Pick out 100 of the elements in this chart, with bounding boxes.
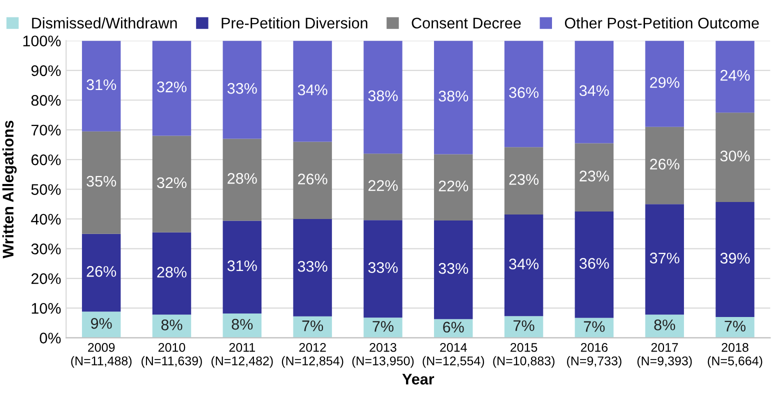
data-label: 34%: [298, 84, 328, 96]
bar: [82, 312, 121, 338]
bar: [574, 40, 614, 144]
y-tick-label: 70%: [31, 124, 61, 136]
bar: [152, 136, 192, 232]
bar: [645, 40, 684, 127]
bar: [152, 314, 192, 338]
y-axis-title: Written Allegations: [2, 120, 17, 258]
data-label: 23%: [509, 174, 539, 185]
y-tick-label: 50%: [31, 184, 61, 195]
legend-label: Consent Decree: [412, 18, 521, 29]
bar: [82, 131, 121, 234]
data-label: 7%: [724, 320, 746, 332]
bar: [504, 214, 544, 316]
data-label: 31%: [227, 260, 257, 272]
legend-label: Other Post-Petition Outcome: [564, 17, 759, 29]
data-label: 38%: [438, 90, 468, 102]
bar: [504, 316, 544, 338]
data-label: 28%: [157, 266, 186, 278]
bar: [222, 40, 262, 139]
bar: [645, 204, 684, 315]
bar: [152, 232, 192, 315]
x-tick-label: 2011 (N=12,482): [211, 343, 273, 368]
x-axis-title: Year: [402, 374, 434, 385]
data-label: 9%: [91, 318, 112, 329]
data-label: 7%: [372, 321, 394, 332]
bar: [716, 202, 754, 318]
bar: [504, 147, 544, 215]
bar: [364, 40, 402, 154]
data-label: 26%: [86, 266, 116, 277]
data-label: 29%: [650, 77, 680, 88]
y-tick-label: 40%: [31, 214, 61, 225]
data-label: 7%: [302, 320, 324, 332]
bar: [364, 318, 402, 338]
bar: [293, 218, 332, 316]
data-label: 8%: [654, 320, 676, 330]
bar: [504, 40, 544, 148]
data-label: 34%: [509, 258, 539, 270]
bar: [364, 154, 402, 220]
data-label: 32%: [157, 177, 186, 188]
data-label: 24%: [720, 70, 750, 81]
data-label: 33%: [298, 260, 328, 272]
bar: [293, 40, 332, 142]
data-label: 8%: [232, 318, 253, 330]
bar: [434, 40, 473, 154]
bar: [716, 40, 754, 113]
bar: [716, 317, 754, 338]
bar: [364, 220, 402, 318]
data-label: 6%: [443, 322, 464, 333]
data-label: 22%: [438, 180, 468, 192]
bar: [434, 154, 473, 220]
data-label: 7%: [584, 321, 605, 332]
y-tick-label: 20%: [31, 273, 61, 284]
bar: [574, 212, 614, 318]
y-tick-label: 100%: [23, 36, 61, 46]
data-label: 36%: [579, 258, 609, 269]
x-tick-label: 2017 (N=9,393): [637, 343, 692, 368]
data-label: 28%: [228, 173, 257, 184]
data-label: 33%: [368, 262, 398, 273]
y-tick-label: 0%: [40, 332, 61, 344]
bar: [82, 234, 121, 312]
x-tick-label: 2014 (N=12,554): [422, 343, 484, 368]
bar: [434, 220, 473, 320]
y-tick-label: 80%: [31, 94, 61, 106]
data-label: 31%: [86, 79, 116, 90]
data-label: 37%: [650, 252, 680, 264]
bar: [222, 313, 262, 338]
legend-label: Dismissed/Withdrawn: [32, 17, 177, 29]
y-tick-label: 30%: [31, 244, 61, 254]
data-label: 34%: [579, 85, 609, 96]
x-tick-label: 2009 (N=11,488): [71, 343, 132, 368]
bar: [574, 143, 614, 212]
bar: [293, 142, 332, 219]
x-tick-label: 2016 (N=9,733): [567, 343, 622, 368]
x-tick-label: 2012 (N=12,854): [282, 343, 344, 368]
bar: [716, 112, 754, 202]
x-tick-label: 2013 (N=13,950): [352, 343, 414, 368]
data-label: 36%: [509, 87, 539, 98]
data-label: 7%: [514, 320, 534, 332]
bar: [293, 316, 332, 338]
data-label: 30%: [720, 150, 750, 162]
y-tick-label: 60%: [31, 154, 61, 166]
data-label: 22%: [368, 180, 398, 191]
bar: [152, 40, 192, 136]
bar: [82, 40, 121, 132]
x-tick-label: 2010 (N=11,639): [142, 343, 202, 368]
data-label: 23%: [580, 170, 609, 182]
bar: [222, 220, 262, 314]
y-tick-label: 10%: [32, 302, 61, 314]
data-label: 33%: [227, 83, 257, 94]
data-label: 38%: [368, 90, 398, 102]
data-label: 33%: [438, 263, 468, 274]
data-label: 26%: [298, 174, 328, 184]
x-tick-label: 2015 (N=10,883): [493, 343, 554, 368]
data-label: 39%: [720, 252, 750, 264]
data-label: 32%: [157, 82, 186, 92]
data-label: 8%: [161, 320, 182, 330]
legend-label: Pre-Petition Diversion: [222, 17, 368, 29]
bar: [222, 138, 262, 221]
data-label: 26%: [650, 158, 680, 170]
